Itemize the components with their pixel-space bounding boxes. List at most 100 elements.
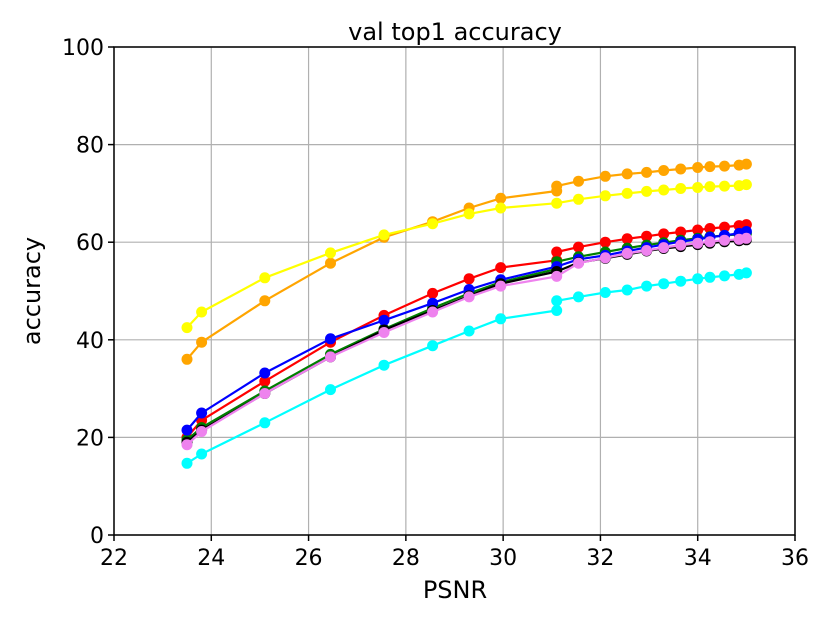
data-point [427,218,439,230]
chart-title: val top1 accuracy [348,18,562,46]
series-line [186,237,747,446]
data-point [675,226,687,238]
data-point [719,234,730,246]
y-tick-label: 100 [62,36,104,61]
data-point [427,287,439,299]
data-point [740,267,752,279]
data-point [704,236,716,248]
data-point [495,313,507,325]
data-point [719,160,730,172]
data-point [463,291,475,303]
data-point [692,273,704,285]
data-point [573,241,584,253]
data-point [551,180,563,192]
x-tick-label: 34 [684,546,712,571]
data-point [704,223,716,234]
data-point [573,291,584,303]
data-point [719,221,730,233]
data-point [573,175,584,187]
y-tick-label: 40 [76,329,104,354]
x-tick-label: 32 [586,546,614,571]
y-tick-label: 80 [76,134,104,159]
data-point [621,187,633,199]
gridlines [113,46,796,536]
data-point [719,180,730,192]
data-point [495,192,507,204]
data-point [599,190,611,202]
data-point [641,230,653,242]
data-point [259,295,271,307]
data-point [675,239,687,251]
data-point [181,322,193,334]
data-point [463,325,475,337]
data-point [551,197,563,209]
y-axis-label: accuracy [18,237,46,345]
data-point [599,170,611,182]
x-axis-label: PSNR [423,576,487,604]
data-point [704,161,716,173]
data-point [641,280,653,292]
series-layer [181,158,752,469]
x-tick-label: 28 [392,546,420,571]
data-point [259,375,271,387]
x-tick-label: 22 [100,546,128,571]
data-point [196,336,208,348]
series-3 [181,227,752,446]
data-point [495,202,507,214]
data-point [181,424,193,436]
data-point [378,314,390,326]
series-6 [181,232,752,451]
y-tick-label: 20 [76,426,104,451]
data-point [196,306,208,318]
data-point [658,228,670,240]
data-point [181,353,193,365]
data-point [719,270,730,282]
data-point [259,417,271,429]
data-point [641,166,653,178]
data-point [621,233,633,245]
data-point [551,270,563,282]
plot-frame [113,46,796,536]
data-point [740,158,752,170]
series-5 [181,234,752,448]
data-point [181,457,193,469]
data-point [692,182,704,193]
x-tick-label: 30 [489,546,517,571]
data-point [325,257,336,269]
data-point [463,208,475,220]
data-point [573,193,584,205]
data-point [621,284,633,296]
data-point [675,183,687,194]
data-point [704,181,716,193]
data-point [378,327,390,338]
data-point [692,237,704,249]
data-point [573,257,584,269]
data-point [259,272,271,284]
data-point [378,359,390,371]
data-point [658,165,670,176]
x-tick-label: 36 [781,546,809,571]
data-point [378,229,390,241]
data-point [427,340,439,352]
data-point [704,271,716,283]
data-point [196,426,208,437]
data-point [599,287,611,298]
data-point [641,245,653,256]
data-point [427,306,439,318]
data-point [495,262,507,274]
data-point [658,242,670,254]
axis-ticks: 22 24 26 28 30 32 34 36 0 20 40 60 80 100 [62,36,809,571]
series-7 [181,267,752,469]
data-point [692,162,704,173]
data-point [692,224,704,236]
data-point [599,252,611,264]
data-point [658,184,670,196]
data-point [599,236,611,248]
y-tick-label: 60 [76,231,104,256]
data-point [259,367,271,379]
x-tick-label: 26 [295,546,323,571]
data-point [621,247,633,259]
data-point [196,448,208,460]
x-tick-label: 24 [197,546,225,571]
